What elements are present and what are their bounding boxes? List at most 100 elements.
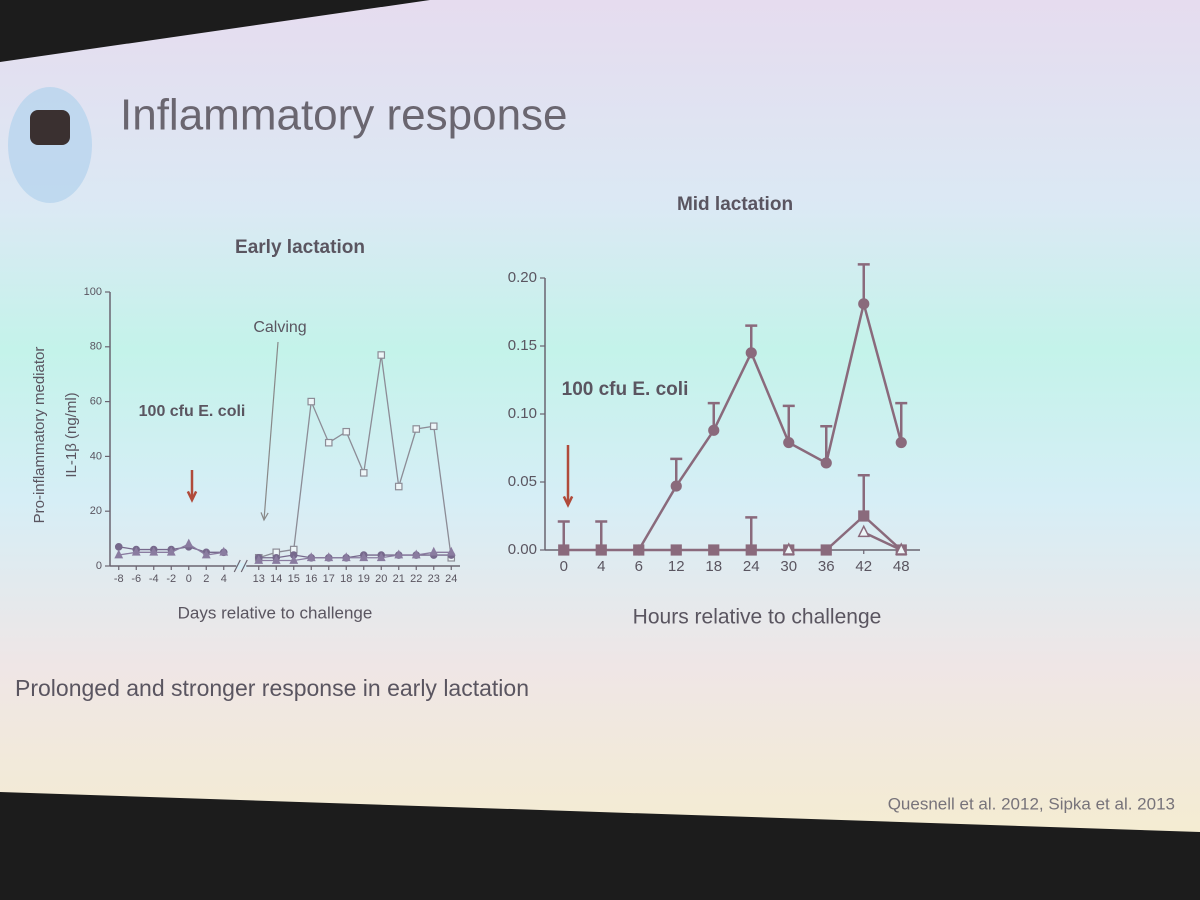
y-tick-label: 0.00: [508, 541, 537, 558]
marker: [745, 347, 757, 359]
marker: [131, 546, 141, 556]
citation: Quesnell et al. 2012, Sipka et al. 2013: [888, 794, 1175, 813]
slide-background: [0, 0, 1200, 832]
series-line: [637, 303, 903, 551]
x-tick-label: 18: [705, 558, 722, 575]
y-tick-label: 0: [96, 560, 102, 572]
x-tick-label: 22: [410, 573, 422, 585]
y-tick-label: 0.15: [508, 337, 537, 354]
axis-break: [236, 563, 247, 569]
x-tick-label: 15: [288, 573, 300, 585]
annotation: Calving: [253, 319, 306, 336]
x-tick-label: -8: [114, 573, 124, 585]
marker: [858, 510, 870, 522]
marker: [429, 546, 439, 556]
marker: [359, 552, 369, 562]
x-tick-label: 13: [253, 573, 265, 585]
marker: [820, 544, 832, 556]
slide-title: Inflammatory response: [120, 91, 568, 140]
chart-title: Mid lactation: [677, 194, 793, 215]
marker: [857, 524, 870, 538]
series-line: [863, 531, 902, 552]
marker: [306, 552, 316, 562]
marker: [341, 552, 351, 562]
marker: [359, 469, 368, 477]
x-tick-label: 4: [221, 573, 227, 585]
x-tick-label: 48: [893, 558, 910, 575]
marker: [254, 555, 264, 564]
x-tick-label: 20: [375, 573, 387, 585]
marker: [114, 543, 123, 551]
y-tick-label: 0.05: [508, 473, 537, 490]
x-tick-label: 4: [597, 558, 605, 575]
x-tick-label: 14: [270, 573, 282, 585]
marker: [820, 457, 832, 469]
series-line: [563, 514, 903, 552]
marker: [429, 422, 438, 431]
x-tick-label: 0: [560, 558, 568, 575]
x-tick-label: 19: [358, 573, 370, 585]
marker: [394, 549, 404, 559]
marker: [782, 542, 795, 555]
marker: [324, 438, 333, 447]
y-tick-label: 0.20: [508, 269, 537, 286]
y-tick-label: 20: [90, 505, 102, 517]
x-tick-label: 24: [445, 573, 457, 585]
arrow-head: [260, 512, 269, 522]
x-axis-label: Days relative to challenge: [178, 603, 373, 622]
marker: [895, 436, 907, 449]
y-axis-label: IL-1β (ng/ml): [63, 392, 80, 477]
error-bar: [857, 263, 870, 304]
y-tick-label: 40: [90, 450, 102, 462]
cow-body: [30, 110, 70, 145]
marker: [289, 555, 299, 564]
axis-break-mark: [233, 559, 241, 573]
marker: [184, 538, 194, 548]
marker: [149, 546, 159, 556]
marker: [446, 546, 456, 556]
chart-title: Early lactation: [235, 237, 365, 258]
y-tick-label: 0.10: [508, 405, 537, 422]
x-tick-label: 24: [743, 558, 760, 575]
axis-break-mark: [240, 559, 248, 573]
y-axis-label: Pro-inflammatory mediator: [31, 347, 48, 524]
x-tick-label: 36: [818, 558, 835, 575]
marker: [783, 436, 795, 449]
marker: [271, 555, 281, 564]
x-tick-label: -6: [131, 573, 141, 585]
marker: [708, 424, 720, 436]
marker: [201, 549, 211, 559]
marker: [670, 544, 682, 556]
annotation: 100 cfu E. coli: [139, 403, 246, 420]
marker: [394, 482, 403, 491]
x-tick-label: 18: [340, 573, 352, 585]
marker: [342, 427, 351, 436]
arrow-shaft: [263, 341, 279, 521]
marker: [166, 546, 176, 556]
x-tick-label: 2: [203, 573, 209, 585]
marker: [670, 480, 682, 492]
marker: [219, 546, 229, 556]
arrow-head: [186, 490, 198, 503]
arrow-head: [562, 495, 574, 508]
error-bar: [895, 401, 908, 443]
marker: [595, 544, 607, 556]
conclusion: Prolonged and stronger response in early…: [15, 675, 529, 701]
y-tick-label: 80: [90, 341, 102, 353]
x-tick-label: 0: [186, 573, 192, 585]
marker: [412, 425, 421, 433]
x-tick-label: 17: [323, 573, 335, 585]
y-tick-label: 100: [84, 286, 102, 298]
marker: [895, 542, 908, 555]
marker: [633, 544, 645, 556]
x-tick-label: 16: [305, 573, 317, 585]
error-bar: [857, 473, 870, 516]
x-tick-label: 12: [668, 558, 685, 575]
y-tick-label: 60: [90, 396, 102, 408]
marker: [558, 544, 570, 556]
marker: [745, 544, 757, 556]
marker: [411, 549, 421, 559]
marker: [324, 552, 334, 562]
marker: [376, 552, 386, 562]
